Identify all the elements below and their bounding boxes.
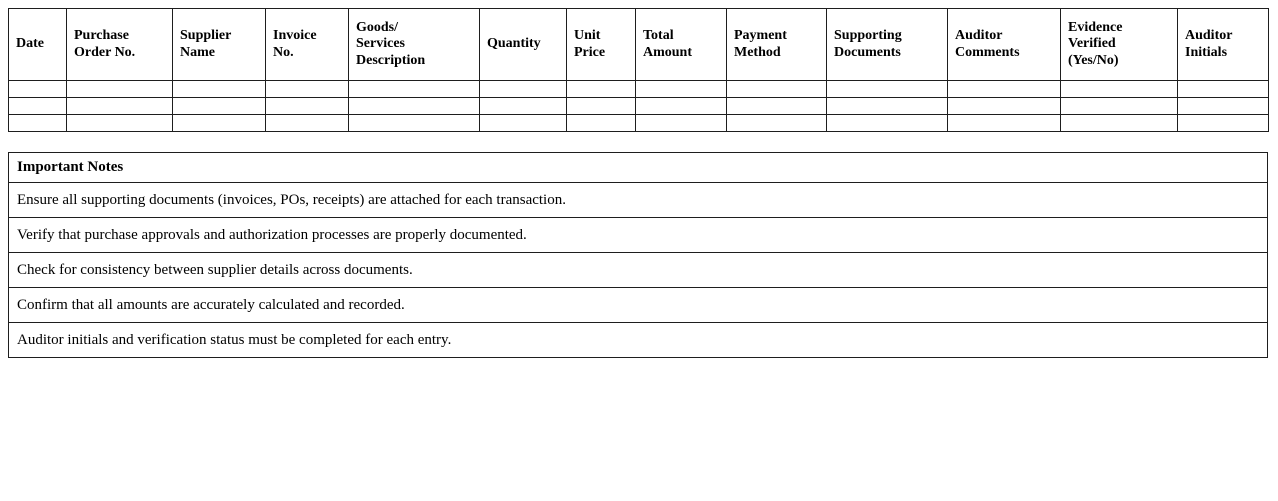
empty-cell — [8, 80, 67, 98]
empty-cell — [479, 97, 567, 115]
empty-cell — [947, 114, 1061, 132]
empty-cell — [348, 80, 480, 98]
note-item: Verify that purchase approvals and autho… — [8, 217, 1268, 253]
column-header-invoice-no: Invoice No. — [265, 8, 349, 81]
empty-cell — [8, 97, 67, 115]
empty-cell — [8, 114, 67, 132]
empty-cell — [635, 114, 727, 132]
empty-cell — [1060, 97, 1178, 115]
column-header-supplier-name: Supplier Name — [172, 8, 266, 81]
empty-cell — [826, 114, 948, 132]
empty-cell — [348, 97, 480, 115]
empty-cell — [826, 97, 948, 115]
empty-cell — [726, 114, 827, 132]
audit-log-table: Date Purchase Order No. Supplier Name In… — [8, 8, 1269, 132]
note-item: Auditor initials and verification status… — [8, 322, 1268, 358]
column-header-purchase-order-no: Purchase Order No. — [66, 8, 173, 81]
empty-cell — [1060, 114, 1178, 132]
empty-cell — [1060, 80, 1178, 98]
column-header-total-amount: Total Amount — [635, 8, 727, 81]
column-header-unit-price: Unit Price — [566, 8, 636, 81]
column-header-auditor-comments: Auditor Comments — [947, 8, 1061, 81]
header-row: Date Purchase Order No. Supplier Name In… — [8, 8, 1269, 81]
empty-cell — [265, 114, 349, 132]
empty-cell — [826, 80, 948, 98]
column-header-supporting-documents: Supporting Documents — [826, 8, 948, 81]
empty-cell — [265, 97, 349, 115]
note-item: Ensure all supporting documents (invoice… — [8, 182, 1268, 218]
empty-cell — [635, 97, 727, 115]
note-text: Auditor initials and verification status… — [8, 322, 1268, 358]
empty-cell — [635, 80, 727, 98]
column-header-evidence-verified: Evidence Verified (Yes/No) — [1060, 8, 1178, 81]
note-text: Check for consistency between supplier d… — [8, 252, 1268, 288]
empty-cell — [947, 80, 1061, 98]
empty-cell — [566, 80, 636, 98]
table-row — [8, 80, 1269, 98]
empty-cell — [66, 114, 173, 132]
empty-cell — [66, 97, 173, 115]
empty-cell — [66, 80, 173, 98]
column-header-payment-method: Payment Method — [726, 8, 827, 81]
table-row — [8, 114, 1269, 132]
empty-cell — [348, 114, 480, 132]
empty-cell — [1177, 114, 1269, 132]
note-text: Ensure all supporting documents (invoice… — [8, 182, 1268, 218]
column-header-date: Date — [8, 8, 67, 81]
table-row — [8, 97, 1269, 115]
empty-cell — [265, 80, 349, 98]
empty-cell — [566, 114, 636, 132]
empty-cell — [726, 80, 827, 98]
notes-title-row: Important Notes — [8, 152, 1268, 183]
important-notes-table: Important Notes Ensure all supporting do… — [8, 152, 1268, 358]
note-item: Check for consistency between supplier d… — [8, 252, 1268, 288]
empty-cell — [172, 80, 266, 98]
note-item: Confirm that all amounts are accurately … — [8, 287, 1268, 323]
note-text: Verify that purchase approvals and autho… — [8, 217, 1268, 253]
empty-cell — [172, 97, 266, 115]
notes-title: Important Notes — [8, 152, 1268, 183]
column-header-goods-services-description: Goods/ Services Description — [348, 8, 480, 81]
empty-cell — [1177, 97, 1269, 115]
empty-cell — [726, 97, 827, 115]
empty-cell — [172, 114, 266, 132]
empty-cell — [1177, 80, 1269, 98]
empty-cell — [479, 80, 567, 98]
empty-cell — [479, 114, 567, 132]
empty-cell — [566, 97, 636, 115]
note-text: Confirm that all amounts are accurately … — [8, 287, 1268, 323]
column-header-auditor-initials: Auditor Initials — [1177, 8, 1269, 81]
column-header-quantity: Quantity — [479, 8, 567, 81]
empty-cell — [947, 97, 1061, 115]
